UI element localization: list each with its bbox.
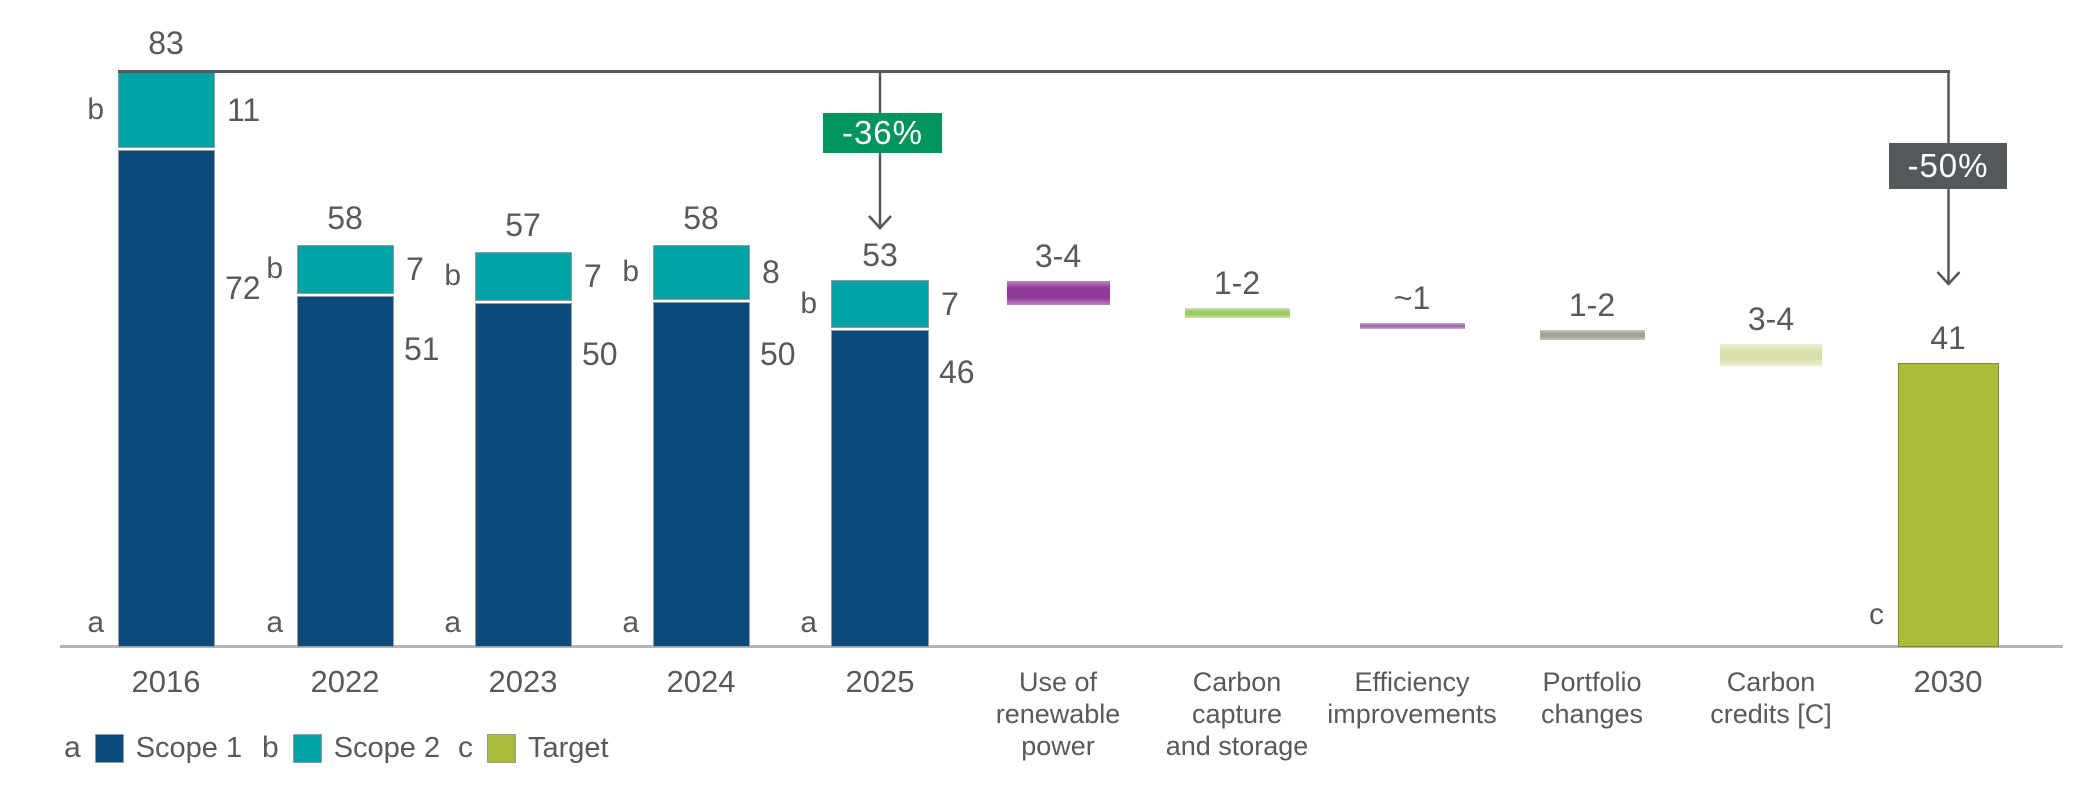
total-value-label: 58 — [683, 200, 719, 236]
legend-item-scope1: a Scope 1 — [64, 731, 242, 765]
bar-portfolio — [1540, 330, 1645, 340]
x-axis-label-2024: 2024 — [666, 664, 736, 699]
scope2-key-letter: b — [266, 252, 283, 285]
x-axis-label-2022: 2022 — [310, 664, 380, 699]
x-axis-label-carbon-capture: Carbon capture and storage — [1165, 667, 1309, 761]
scope2-value-label: 11 — [227, 92, 261, 128]
bar-renewable-power — [1007, 281, 1110, 305]
x-axis-label-2030: 2030 — [1913, 664, 1983, 699]
scope2-key-letter: b — [800, 287, 817, 320]
reduction-badge-36: -36% — [823, 113, 942, 153]
bar-2016-scope1 — [118, 150, 215, 647]
bar-2025-scope2 — [831, 280, 929, 328]
scope2-swatch-icon — [292, 733, 322, 763]
bar-2023-scope2 — [475, 252, 572, 301]
bar-2022-scope2 — [297, 245, 394, 294]
bar-2024-scope1 — [653, 302, 750, 647]
scope1-swatch-icon — [94, 733, 124, 763]
scope1-value-label: 50 — [760, 336, 796, 372]
scope1-value-label: 51 — [404, 331, 440, 367]
scope1-value-label: 46 — [939, 354, 975, 390]
scope1-key-letter: a — [800, 606, 817, 639]
bar-2024-scope2 — [653, 245, 750, 300]
reduction-badge-50: -50% — [1889, 143, 2007, 189]
target-key-letter: c — [1869, 598, 1884, 631]
target-value-label: 41 — [1930, 320, 1966, 356]
bar-carbon-capture — [1185, 308, 1290, 318]
x-axis-label-2025: 2025 — [845, 664, 915, 699]
x-axis-label-renewable-power: Use of renewable power — [995, 667, 1121, 761]
total-value-label: 83 — [148, 25, 184, 61]
x-axis-label-efficiency: Efficiency improvements — [1327, 667, 1497, 729]
scope1-value-label: 50 — [582, 336, 618, 372]
scope1-key-letter: a — [266, 606, 283, 639]
lever-value-label: 1-2 — [1213, 265, 1261, 301]
legend-label-scope1: Scope 1 — [135, 731, 243, 764]
x-axis-label-portfolio: Portfolio changes — [1540, 667, 1644, 729]
x-axis-label-2016: 2016 — [131, 664, 201, 699]
legend-key-target: c — [458, 731, 473, 764]
x-axis-label-carbon-credits: Carbon credits [C] — [1710, 667, 1832, 729]
legend-label-target: Target — [528, 731, 609, 764]
bar-2022-scope1 — [297, 296, 394, 647]
bar-2025-scope1 — [831, 330, 929, 647]
scope1-key-letter: a — [87, 606, 104, 639]
lever-value-label: 1-2 — [1568, 287, 1616, 323]
scope2-key-letter: b — [622, 255, 639, 288]
bar-2030-target — [1898, 363, 1999, 647]
lever-value-label: 3-4 — [1034, 238, 1082, 274]
scope2-key-letter: b — [444, 259, 461, 292]
legend-key-scope1: a — [64, 731, 81, 764]
legend-item-target: c Target — [458, 731, 609, 765]
target-swatch-icon — [487, 733, 516, 763]
legend-label-scope2: Scope 2 — [333, 731, 441, 764]
total-value-label: 58 — [327, 200, 363, 236]
bar-efficiency — [1360, 323, 1465, 329]
scope2-value-label: 7 — [406, 251, 424, 287]
scope1-key-letter: a — [444, 606, 461, 639]
x-axis-line — [60, 645, 2063, 648]
lever-value-label: 3-4 — [1747, 301, 1795, 337]
scope2-key-letter: b — [87, 93, 104, 126]
baseline-2016-reference-line — [118, 70, 1950, 73]
scope1-key-letter: a — [622, 606, 639, 639]
total-value-label: 57 — [505, 207, 541, 243]
scope1-value-label: 72 — [225, 270, 261, 306]
bar-2016-scope2 — [118, 72, 215, 148]
scope2-value-label: 7 — [584, 258, 602, 294]
scope2-value-label: 8 — [762, 254, 780, 290]
legend-key-scope2: b — [262, 731, 279, 764]
legend-item-scope2: b Scope 2 — [262, 731, 440, 765]
lever-value-label: ~1 — [1393, 280, 1431, 316]
bar-carbon-credits — [1720, 344, 1822, 366]
bar-2023-scope1 — [475, 303, 572, 647]
total-value-label: 53 — [862, 237, 898, 273]
scope2-value-label: 7 — [941, 286, 959, 322]
x-axis-label-2023: 2023 — [488, 664, 558, 699]
